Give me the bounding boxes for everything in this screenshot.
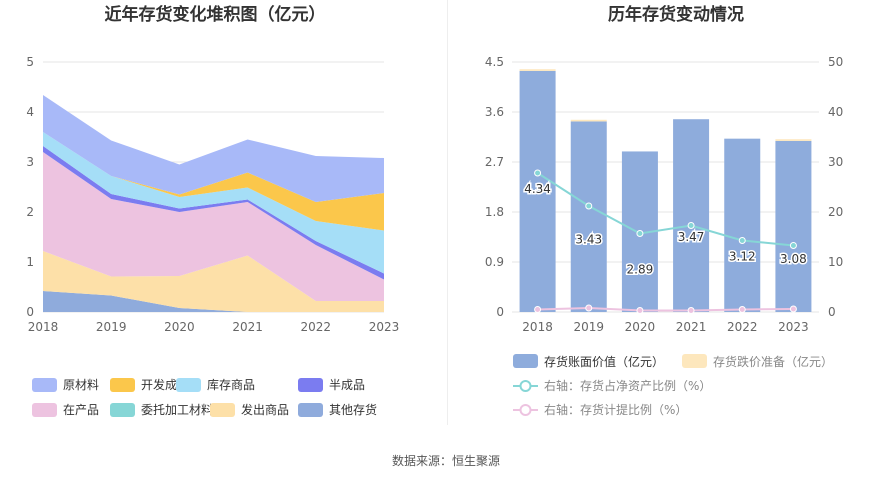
bar (519, 70, 556, 312)
reserve-bar (570, 119, 607, 122)
y-tick-label: 3 (26, 155, 34, 169)
line-point (789, 242, 797, 249)
legend-swatch (110, 403, 135, 417)
bar (724, 138, 761, 312)
line-point (738, 306, 746, 313)
left-y-tick-label: 2.7 (485, 155, 504, 169)
bar-data-label: 3.08 (780, 252, 807, 266)
left-y-tick-label: 0 (496, 305, 504, 319)
legend-label: 右轴：存货计提比例（%） (544, 402, 687, 417)
legend-label: 存货账面价值（亿元） (544, 354, 664, 369)
area-series (43, 291, 384, 312)
line-point (585, 304, 593, 312)
reserve-bar (775, 139, 812, 141)
x-tick-label: 2020 (164, 320, 195, 334)
line-point (585, 202, 593, 210)
data-source-label: 数据来源：恒生聚源 (392, 453, 500, 468)
legend-swatch (110, 378, 135, 392)
legend-marker (519, 404, 532, 416)
left-y-tick-label: 0.9 (485, 255, 504, 269)
right-y-tick-label: 50 (828, 55, 843, 69)
legend-swatch (298, 378, 323, 392)
line-point (738, 237, 746, 244)
legend-label: 半成品 (329, 378, 365, 392)
line-point (687, 222, 695, 229)
line-point (789, 305, 797, 313)
line-point (636, 230, 644, 237)
area-series (43, 132, 384, 231)
x-tick-label: 2020 (625, 320, 656, 334)
right-y-tick-label: 0 (828, 305, 836, 319)
y-tick-label: 2 (26, 205, 34, 219)
left-chart-title: 近年存货变化堆积图（亿元） (105, 4, 326, 25)
area-series (43, 95, 384, 202)
x-tick-label: 2023 (778, 320, 809, 334)
x-tick-label: 2018 (28, 320, 59, 334)
bar-data-label: 3.47 (678, 230, 705, 244)
bar-line-chart: 0 0.9 1.8 2.7 3.6 4.5 0 10 20 30 40 50 2018 2019 2020 2… (485, 55, 843, 417)
legend-label: 在产品 (63, 403, 99, 417)
legend-swatch (176, 378, 201, 392)
x-tick-label: 2021 (676, 320, 707, 334)
area-series (43, 251, 384, 312)
bar (673, 119, 710, 312)
right-chart-title: 历年存货变动情况 (608, 4, 744, 25)
y-tick-label: 1 (26, 255, 34, 269)
right-y-tick-label: 40 (828, 105, 843, 119)
y-tick-label: 5 (26, 55, 34, 69)
bar-data-label: 2.89 (627, 262, 654, 276)
legend-swatch (682, 354, 707, 368)
legend-swatch (210, 403, 235, 417)
x-tick-label: 2018 (522, 320, 553, 334)
y-tick-label: 4 (26, 105, 34, 119)
legend-marker (519, 380, 532, 392)
x-tick-label: 2019 (96, 320, 127, 334)
x-tick-label: 2022 (727, 320, 758, 334)
line-series (537, 306, 794, 312)
line-point (687, 307, 695, 314)
bar (570, 121, 607, 312)
x-tick-label: 2022 (301, 320, 332, 334)
left-y-tick-label: 1.8 (485, 205, 504, 219)
legend-label: 存货跌价准备（亿元） (713, 354, 833, 369)
line-point (636, 307, 644, 314)
bar-data-label: 3.12 (729, 250, 756, 264)
x-tick-label: 2021 (232, 320, 263, 334)
area-series (43, 132, 384, 274)
line-series (537, 172, 794, 247)
area-series (43, 152, 384, 301)
legend-swatch (298, 403, 323, 417)
legend-swatch (513, 354, 538, 368)
legend-label: 发出商品 (241, 402, 289, 417)
line-point (534, 169, 542, 177)
x-tick-label: 2023 (369, 320, 400, 334)
legend-label: 库存商品 (207, 377, 255, 392)
legend-label: 委托加工材料 (141, 403, 213, 417)
right-y-tick-label: 20 (828, 205, 843, 219)
right-y-tick-label: 30 (828, 155, 843, 169)
y-tick-label: 0 (26, 305, 34, 319)
left-y-tick-label: 4.5 (485, 55, 504, 69)
reserve-bar (519, 69, 556, 71)
bar-data-label: 4.34 (524, 182, 551, 196)
legend-label: 其他存货 (329, 402, 377, 417)
line-point (534, 306, 542, 313)
left-y-tick-label: 3.6 (485, 105, 504, 119)
x-tick-label: 2019 (573, 320, 604, 334)
bar-data-label: 3.43 (575, 232, 602, 246)
bar (775, 140, 812, 312)
legend-swatch (32, 403, 57, 417)
right-y-tick-label: 10 (828, 255, 843, 269)
legend-label: 右轴：存货占净资产比例（%） (544, 378, 711, 393)
legend-label: 原材料 (63, 378, 99, 392)
legend-swatch (32, 378, 57, 392)
